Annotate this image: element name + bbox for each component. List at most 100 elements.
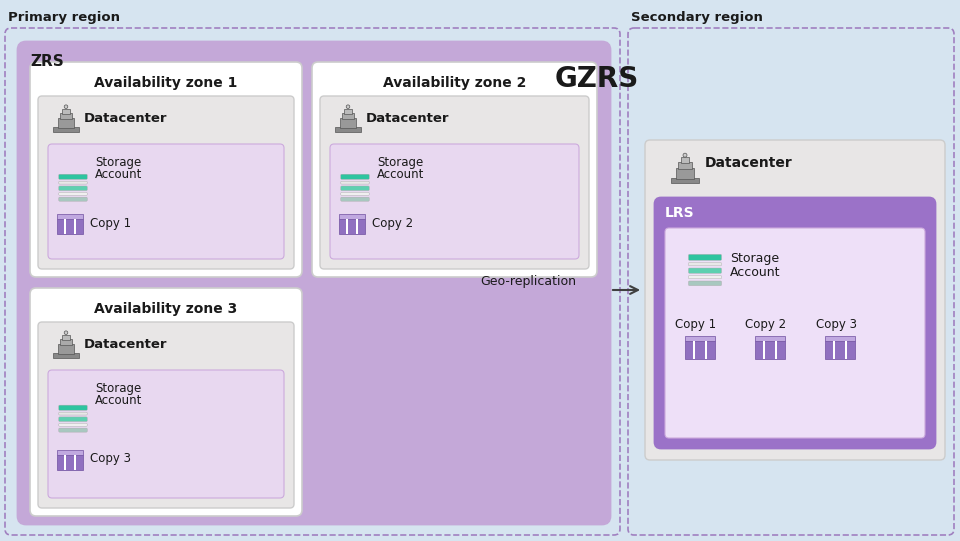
FancyBboxPatch shape (59, 417, 87, 421)
FancyBboxPatch shape (330, 144, 579, 259)
FancyBboxPatch shape (59, 428, 87, 432)
FancyBboxPatch shape (645, 140, 945, 460)
Circle shape (64, 105, 68, 109)
Bar (57, 454, 83, 470)
Bar (58, 345, 74, 354)
Bar (693, 341, 695, 359)
Bar (62, 109, 69, 114)
FancyBboxPatch shape (665, 228, 925, 438)
Bar (346, 219, 348, 234)
Text: ZRS: ZRS (30, 54, 63, 69)
Bar (763, 341, 765, 359)
Text: Copy 3: Copy 3 (815, 318, 856, 331)
FancyBboxPatch shape (688, 254, 722, 260)
Bar (825, 335, 855, 341)
FancyBboxPatch shape (59, 186, 87, 190)
Bar (756, 341, 785, 359)
Text: Copy 1: Copy 1 (90, 217, 132, 230)
Bar (60, 113, 72, 120)
FancyBboxPatch shape (59, 197, 87, 201)
FancyBboxPatch shape (341, 181, 370, 184)
FancyBboxPatch shape (48, 144, 284, 259)
Bar (676, 168, 694, 179)
Text: Primary region: Primary region (8, 11, 120, 24)
Text: Availability zone 1: Availability zone 1 (94, 76, 238, 90)
FancyBboxPatch shape (59, 412, 87, 415)
Bar (57, 214, 83, 219)
Bar (339, 219, 365, 234)
Bar (685, 341, 715, 359)
Circle shape (64, 331, 68, 334)
FancyBboxPatch shape (655, 198, 935, 448)
Bar (681, 157, 689, 163)
FancyBboxPatch shape (688, 281, 722, 286)
Bar (63, 454, 66, 470)
FancyBboxPatch shape (59, 193, 87, 195)
Bar (845, 341, 847, 359)
Bar (356, 219, 358, 234)
Bar (705, 341, 708, 359)
FancyBboxPatch shape (320, 96, 589, 269)
FancyBboxPatch shape (312, 62, 597, 277)
Text: Datacenter: Datacenter (84, 112, 167, 125)
FancyBboxPatch shape (341, 193, 370, 195)
Text: Storage: Storage (377, 156, 423, 169)
Text: Account: Account (95, 394, 142, 407)
Text: Storage: Storage (730, 252, 780, 265)
Text: Account: Account (377, 168, 424, 181)
Text: Datacenter: Datacenter (366, 112, 449, 125)
Bar (60, 339, 72, 345)
Bar (825, 341, 855, 359)
Bar (62, 334, 69, 340)
Text: Geo-replication: Geo-replication (480, 275, 576, 288)
Bar (671, 178, 699, 183)
FancyBboxPatch shape (688, 262, 722, 266)
Bar (57, 450, 83, 454)
Bar (63, 219, 66, 234)
Text: Secondary region: Secondary region (631, 11, 763, 24)
FancyBboxPatch shape (38, 322, 294, 508)
FancyBboxPatch shape (688, 275, 722, 279)
Bar (74, 219, 76, 234)
Bar (57, 219, 83, 234)
Circle shape (683, 153, 687, 157)
Text: Copy 2: Copy 2 (745, 318, 786, 331)
Text: Account: Account (730, 266, 780, 279)
Text: Storage: Storage (95, 156, 141, 169)
FancyBboxPatch shape (341, 186, 370, 190)
FancyBboxPatch shape (628, 28, 954, 535)
FancyBboxPatch shape (5, 28, 620, 535)
FancyBboxPatch shape (341, 174, 370, 179)
Bar (339, 214, 365, 219)
Text: Availability zone 2: Availability zone 2 (383, 76, 526, 90)
Bar (54, 353, 79, 358)
Bar (833, 341, 835, 359)
FancyBboxPatch shape (59, 181, 87, 184)
Bar (340, 118, 356, 128)
Text: Storage: Storage (95, 382, 141, 395)
Text: Availability zone 3: Availability zone 3 (94, 302, 238, 316)
FancyBboxPatch shape (38, 96, 294, 269)
Bar (58, 118, 74, 128)
Text: Account: Account (95, 168, 142, 181)
Text: Datacenter: Datacenter (84, 338, 167, 351)
Bar (74, 454, 76, 470)
Bar (342, 113, 354, 120)
Circle shape (347, 105, 349, 109)
Text: LRS: LRS (665, 206, 695, 220)
FancyBboxPatch shape (30, 62, 302, 277)
FancyBboxPatch shape (341, 197, 370, 201)
Bar (775, 341, 778, 359)
Bar (678, 162, 692, 169)
Text: GZRS: GZRS (555, 65, 639, 93)
FancyBboxPatch shape (18, 42, 610, 524)
Text: Copy 1: Copy 1 (676, 318, 716, 331)
Bar (54, 127, 79, 132)
FancyBboxPatch shape (59, 424, 87, 426)
FancyBboxPatch shape (59, 405, 87, 410)
Bar (685, 335, 715, 341)
Bar (335, 127, 361, 132)
FancyBboxPatch shape (48, 370, 284, 498)
FancyBboxPatch shape (688, 268, 722, 273)
FancyBboxPatch shape (59, 174, 87, 179)
